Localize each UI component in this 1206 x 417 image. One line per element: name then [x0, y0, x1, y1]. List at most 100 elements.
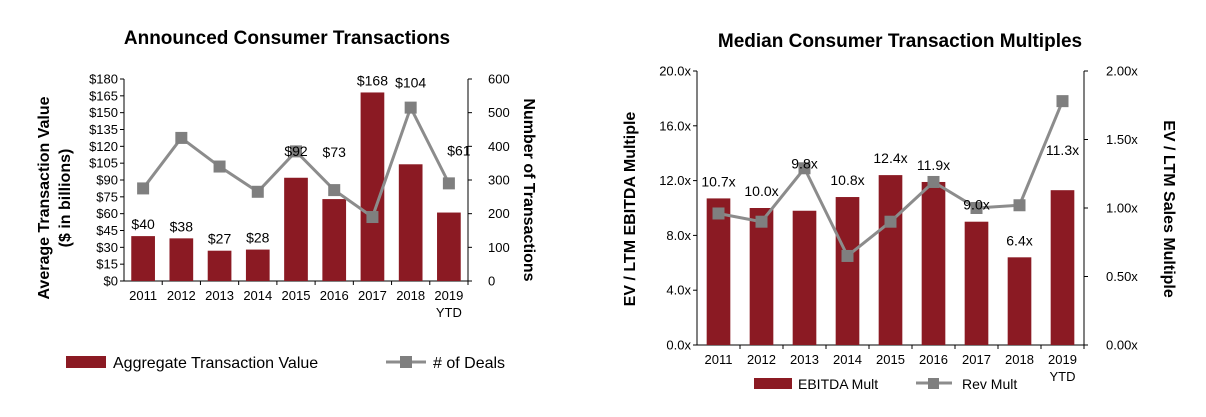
y-right-tick-label: 0.00x — [1106, 338, 1138, 353]
legend-bar-label: EBITDA Mult — [798, 376, 878, 392]
data-label: 9.8x — [791, 156, 817, 172]
y-axis-left-ticks: $0 $15 $30 $45 $60 $75$90 $105 $120 $135 $150 $165… — [89, 72, 124, 289]
y-right-tick-label: 200 — [488, 206, 510, 221]
x-tick-label: 2018 — [396, 288, 425, 303]
y-left-tick-label: $0 — [104, 274, 118, 289]
y-left-tick-label: $45 — [96, 223, 118, 238]
y-axis-left-ticks: 0.0x 4.0x 8.0x 12.0x 16.0x 20.0x — [659, 64, 697, 353]
data-label: $28 — [246, 230, 270, 246]
legend: Aggregate Transaction Value # of Deals — [66, 355, 505, 372]
bar — [1050, 190, 1075, 345]
line-point — [712, 207, 725, 220]
y-axis-left-sublabel: ($ in billions) — [57, 149, 74, 248]
bar-series — [131, 92, 461, 281]
y-left-tick-label: $135 — [89, 122, 118, 137]
bar — [245, 249, 270, 281]
line-point — [328, 184, 341, 197]
line-series — [712, 95, 1069, 262]
legend-line-marker — [928, 378, 939, 389]
y-left-tick-label: $75 — [96, 189, 118, 204]
y-left-tick-label: 0.0x — [666, 338, 691, 353]
x-tick-label: 2015 — [876, 352, 905, 367]
y-axis-left-label: Average Transaction Value — [36, 96, 53, 299]
line-point — [884, 215, 897, 228]
line-point — [404, 101, 417, 114]
y-right-tick-label: 1.00x — [1106, 201, 1138, 216]
bar — [921, 181, 946, 345]
data-label: $104 — [395, 74, 426, 90]
y-left-tick-label: 20.0x — [659, 64, 691, 79]
data-labels: $40 $38 $27 $28 $92 $73 $168 $104 $61 — [131, 72, 470, 246]
data-labels: 10.7x 10.0x 9.8x 10.8x 12.4x 11.9x 9.0x 6.4x 11.… — [701, 142, 1079, 248]
line-point — [1013, 199, 1026, 212]
bar — [835, 197, 860, 345]
y-left-tick-label: $30 — [96, 240, 118, 255]
y-left-tick-label: 8.0x — [666, 228, 691, 243]
data-label: 9.0x — [963, 197, 989, 213]
x-tick-label: 2012 — [167, 288, 196, 303]
y-left-tick-label: 12.0x — [659, 173, 691, 188]
y-left-tick-label: $180 — [89, 72, 118, 87]
chart-title: Announced Consumer Transactions — [124, 28, 450, 49]
y-right-tick-label: 400 — [488, 139, 510, 154]
y-right-tick-label: 100 — [488, 240, 510, 255]
y-axis-left-label: EV / LTM EBITDA Multiple — [622, 112, 639, 307]
legend-bar-swatch — [754, 378, 792, 389]
data-label: 11.9x — [917, 157, 950, 173]
x-tick-label: 2014 — [243, 288, 272, 303]
bar — [131, 236, 155, 281]
line-point — [137, 182, 150, 195]
x-tick-label: 2013 — [790, 352, 819, 367]
x-tick-label: 2013 — [205, 288, 234, 303]
y-right-tick-label: 0.50x — [1106, 269, 1138, 284]
line-point — [798, 162, 811, 175]
legend-line-label: Rev Mult — [962, 376, 1017, 392]
bar — [284, 177, 308, 281]
y-right-tick-label: 500 — [488, 105, 510, 120]
x-tick-label: 2019 — [1048, 352, 1077, 367]
legend: EBITDA Mult Rev Mult — [754, 376, 1017, 392]
bar — [749, 208, 774, 345]
y-right-tick-label: 300 — [488, 173, 510, 188]
bar — [878, 175, 903, 345]
line-point — [841, 249, 854, 262]
x-tick-label: 2015 — [282, 288, 311, 303]
y-right-tick-label: 0 — [488, 274, 495, 289]
y-left-tick-label: $105 — [89, 156, 118, 171]
legend-bar-swatch — [66, 356, 106, 368]
line-point — [213, 160, 226, 173]
x-tick-label: 2016 — [919, 352, 948, 367]
x-axis-ticks: 2011 2012 2013 2014 2015 2016 2017 2018 2019 YTD — [705, 345, 1085, 384]
data-label: $27 — [208, 231, 232, 247]
y-axis-right-label: Number of Transactions — [520, 98, 537, 281]
line-point — [366, 211, 379, 224]
y-left-tick-label: $60 — [96, 206, 118, 221]
y-right-tick-label: 1.50x — [1106, 132, 1138, 147]
y-left-tick-label: $15 — [96, 257, 118, 272]
data-label: $92 — [284, 143, 308, 159]
x-tick-label: 2016 — [320, 288, 349, 303]
y-axis-right-ticks: 0.00x 0.50x 1.00x 1.50x 2.00x — [1084, 64, 1138, 353]
x-tick-label: 2014 — [833, 352, 862, 367]
line-point — [755, 215, 768, 228]
x-tick-label: 2018 — [1005, 352, 1034, 367]
line-point — [442, 177, 455, 190]
line-point — [175, 131, 188, 144]
data-label: $38 — [170, 218, 194, 234]
data-label: 12.4x — [873, 150, 907, 166]
x-tick-label: 2012 — [747, 352, 776, 367]
bar — [964, 221, 989, 345]
y-left-tick-label: $120 — [89, 139, 118, 154]
data-label: $168 — [357, 72, 388, 88]
y-left-tick-label: $90 — [96, 173, 118, 188]
data-label: $73 — [323, 144, 347, 160]
x-tick-label: 2011 — [129, 288, 157, 303]
median-multiples-chart: Median Consumer Transaction Multiples EV… — [622, 31, 1177, 392]
data-label: 10.7x — [701, 173, 735, 189]
legend-line-marker — [400, 356, 412, 368]
line-point — [927, 175, 940, 188]
x-tick-label: 2019 — [434, 288, 463, 303]
x-tick-sublabel: YTD — [1050, 369, 1076, 384]
line-point — [290, 145, 302, 158]
